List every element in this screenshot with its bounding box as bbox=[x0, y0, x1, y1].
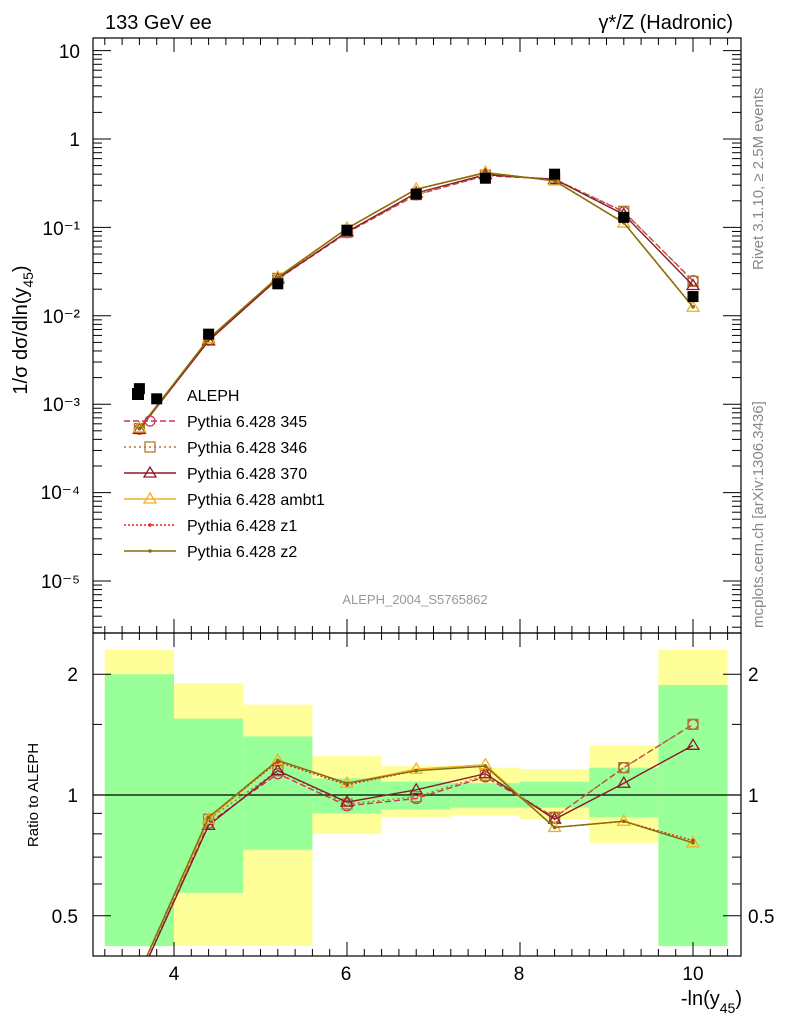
axis-ticks bbox=[93, 38, 741, 956]
ratio-marker bbox=[345, 781, 349, 786]
ratio-marker bbox=[409, 761, 424, 774]
legend-marker bbox=[142, 465, 158, 478]
legend-label: Pythia 6.428 z2 bbox=[187, 544, 297, 561]
ratio-marker bbox=[616, 775, 631, 788]
legend-marker bbox=[148, 549, 152, 553]
data-point bbox=[479, 172, 491, 184]
ratio-y-tick-label-right: 2 bbox=[748, 665, 759, 686]
process-label: γ*/Z (Hadronic) bbox=[599, 12, 733, 34]
series-marker bbox=[685, 299, 701, 312]
green-uncertainty-band bbox=[589, 767, 659, 818]
rivet-label: Rivet 3.1.10, ≥ 2.5M events bbox=[750, 88, 767, 271]
data-point bbox=[618, 211, 630, 223]
ratio-line bbox=[148, 744, 694, 956]
legend-marker bbox=[142, 491, 158, 504]
series-marker bbox=[137, 426, 142, 431]
ratio-marker bbox=[618, 762, 630, 774]
ratio-marker bbox=[206, 815, 211, 820]
legend-marker bbox=[148, 523, 152, 527]
main-y-tick-label: 1 bbox=[69, 130, 80, 151]
legend-marker bbox=[144, 441, 156, 453]
x-tick-label: 6 bbox=[341, 964, 352, 985]
ratio-y-tick-label-right: 1 bbox=[748, 786, 759, 807]
legend-entries bbox=[124, 415, 176, 553]
green-uncertainty-band bbox=[174, 718, 244, 893]
x-tick-label: 10 bbox=[682, 964, 703, 985]
data-point bbox=[151, 393, 163, 405]
ratio-marker bbox=[478, 766, 493, 779]
main-y-axis-label: 1/σ dσ/dln(y45) bbox=[10, 265, 36, 394]
x-tick-label: 4 bbox=[169, 964, 180, 985]
main-y-tick-label: 10⁻⁴ bbox=[41, 483, 80, 504]
series-marker bbox=[132, 420, 147, 433]
data-point bbox=[341, 224, 353, 236]
x-tick-label: 8 bbox=[514, 964, 525, 985]
green-uncertainty-band bbox=[658, 685, 728, 947]
legend: ALEPH Pythia 6.428 345 Pythia 6.428 346 … bbox=[124, 388, 325, 561]
legend-label: Pythia 6.428 370 bbox=[187, 466, 307, 483]
x-axis-label: -ln(y45) bbox=[681, 988, 742, 1016]
ratio-marker bbox=[339, 794, 355, 807]
ratio-marker bbox=[414, 768, 419, 773]
data-point bbox=[549, 168, 561, 180]
mcplots-label: mcplots.cern.ch [arXiv:1306.3436] bbox=[750, 401, 767, 628]
legend-data-marker bbox=[132, 388, 144, 400]
series-line bbox=[138, 174, 694, 430]
green-uncertainty-band bbox=[104, 674, 174, 947]
main-y-tick-label: 10 bbox=[59, 42, 80, 63]
ratio-marker bbox=[409, 782, 424, 795]
ratio-marker bbox=[691, 840, 695, 845]
ratio-y-tick-label-right: 0.5 bbox=[748, 907, 774, 928]
ratio-y-tick-label: 2 bbox=[67, 665, 78, 686]
series-marker bbox=[685, 278, 701, 291]
main-y-tick-label: 10⁻⁵ bbox=[41, 572, 80, 593]
ratio-line bbox=[148, 723, 694, 956]
main-y-tick-label: 10⁻² bbox=[43, 307, 81, 328]
series-marker bbox=[276, 275, 280, 280]
main-y-tick-label: 10⁻³ bbox=[43, 395, 81, 416]
data-point bbox=[687, 291, 699, 303]
ratio-marker bbox=[547, 820, 562, 833]
axis-tick-labels: 4 6 8 10 10 1 10⁻¹ 10⁻² 10⁻³ 10⁻⁴ 10⁻⁵ 0… bbox=[41, 42, 775, 985]
series-marker bbox=[552, 178, 557, 183]
ratio-marker bbox=[552, 825, 557, 830]
legend-label: Pythia 6.428 346 bbox=[187, 440, 307, 457]
ratio-marker bbox=[622, 819, 626, 824]
ratio-marker bbox=[276, 758, 280, 763]
legend-label: Pythia 6.428 ambt1 bbox=[187, 492, 325, 509]
ratio-marker bbox=[483, 764, 488, 768]
ratio-y-axis-label: Ratio to ALEPH bbox=[25, 743, 42, 847]
ratio-marker bbox=[616, 814, 631, 826]
ratio-y-tick-label: 0.5 bbox=[52, 907, 78, 928]
legend-label: Pythia 6.428 345 bbox=[187, 414, 307, 431]
ratio-marker bbox=[685, 738, 701, 750]
main-data-points bbox=[133, 168, 699, 405]
ratio-marker bbox=[547, 811, 562, 824]
legend-label: ALEPH bbox=[187, 388, 239, 405]
energy-label: 133 GeV ee bbox=[105, 12, 212, 34]
ratio-marker bbox=[478, 757, 493, 770]
ratio-marker bbox=[410, 791, 422, 803]
ratio-marker bbox=[270, 763, 285, 776]
data-point bbox=[410, 188, 422, 200]
analysis-id: ALEPH_2004_S5765862 bbox=[342, 592, 487, 607]
series-marker bbox=[691, 305, 695, 309]
ratio-marker bbox=[270, 753, 285, 766]
series-marker bbox=[132, 422, 147, 434]
main-y-tick-label: 10⁻¹ bbox=[43, 219, 81, 240]
data-point bbox=[272, 278, 284, 290]
legend-marker bbox=[144, 415, 156, 427]
legend-label: Pythia 6.428 z1 bbox=[187, 518, 297, 535]
ratio-y-tick-label: 1 bbox=[67, 786, 78, 807]
ratio-series bbox=[146, 718, 701, 956]
ratio-marker bbox=[687, 718, 699, 731]
data-point bbox=[203, 328, 215, 340]
ratio-line bbox=[148, 723, 694, 956]
ratio-bands bbox=[104, 649, 728, 947]
ratio-marker bbox=[201, 811, 216, 824]
series-marker bbox=[201, 333, 216, 346]
